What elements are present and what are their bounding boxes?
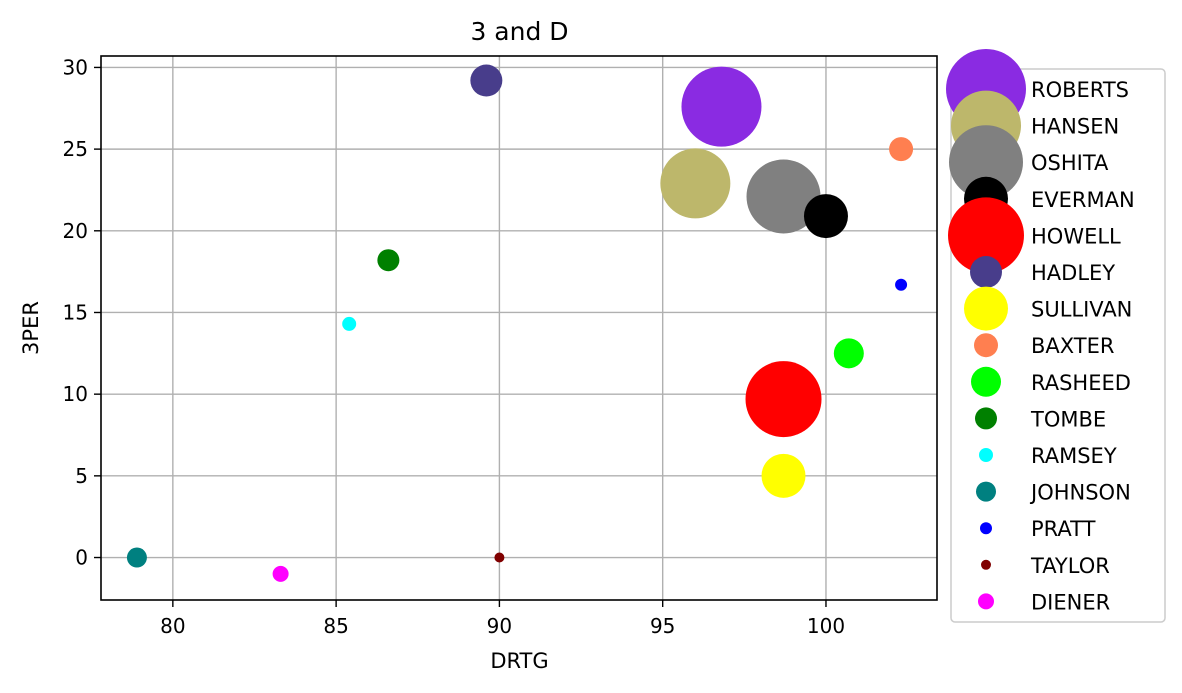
point-taylor [494, 552, 505, 563]
point-pratt [895, 278, 908, 291]
point-baxter [889, 137, 914, 162]
legend-marker-oshita [949, 125, 1023, 200]
legend-label-howell: HOWELL [1031, 224, 1121, 248]
y-tick-label: 10 [63, 382, 88, 406]
point-howell [745, 361, 822, 438]
x-axis-title: DRTG [490, 649, 548, 673]
y-tick-label: 30 [63, 55, 88, 79]
legend-marker-diener [978, 593, 994, 610]
legend-marker-taylor [981, 559, 991, 570]
legend-label-johnson: JOHNSON [1029, 481, 1131, 505]
point-roberts [681, 66, 762, 147]
y-tick-label: 25 [63, 137, 88, 161]
x-tick-label: 90 [487, 614, 512, 638]
data-points [126, 64, 914, 582]
point-ramsey [342, 316, 357, 331]
legend-marker-hadley [970, 256, 1002, 288]
x-tick-label: 80 [160, 614, 185, 638]
legend-label-taylor: TAYLOR [1030, 554, 1110, 578]
point-diener [272, 565, 289, 582]
legend-marker-tombe [975, 407, 997, 430]
y-tick-label: 15 [63, 300, 88, 324]
point-tombe [377, 249, 400, 272]
x-axis-ticks: 80 85 90 95 100 [160, 600, 845, 638]
point-rasheed [833, 338, 864, 369]
legend-label-roberts: ROBERTS [1031, 78, 1129, 102]
legend-label-hadley: HADLEY [1031, 261, 1115, 285]
x-tick-label: 95 [650, 614, 675, 638]
legend-label-pratt: PRATT [1031, 517, 1096, 541]
legend-marker-ramsey [979, 448, 993, 462]
point-hadley [470, 64, 503, 97]
legend-marker-rasheed [971, 366, 1001, 397]
point-johnson [126, 547, 147, 568]
y-tick-label: 5 [75, 464, 88, 488]
legend: ROBERTS HANSEN OSHITA EVERMAN HOWELL HADLEY SU… [946, 49, 1166, 623]
x-tick-label: 100 [807, 614, 845, 638]
point-sullivan [761, 453, 806, 498]
legend-label-tombe: TOMBE [1030, 407, 1106, 431]
legend-marker-pratt [980, 522, 992, 535]
legend-marker-howell [948, 197, 1024, 274]
chart-title: 3 and D [470, 17, 568, 46]
legend-label-oshita: OSHITA [1031, 151, 1109, 175]
legend-marker-johnson [976, 481, 996, 502]
point-oshita [746, 159, 821, 234]
y-axis-ticks: 0 5 10 15 20 25 30 [63, 55, 101, 570]
y-tick-label: 0 [75, 546, 88, 570]
legend-label-hansen: HANSEN [1031, 115, 1119, 139]
grid-lines [101, 56, 937, 600]
legend-label-everman: EVERMAN [1031, 188, 1135, 212]
plot-frame [100, 55, 938, 601]
y-axis-title: 3PER [19, 301, 43, 355]
x-tick-label: 85 [323, 614, 348, 638]
legend-label-rasheed: RASHEED [1031, 371, 1131, 395]
legend-marker-sullivan [964, 286, 1008, 331]
legend-label-baxter: BAXTER [1031, 334, 1114, 358]
legend-label-sullivan: SULLIVAN [1031, 298, 1132, 322]
legend-label-diener: DIENER [1031, 590, 1110, 614]
point-hansen [660, 148, 731, 219]
legend-label-ramsey: RAMSEY [1031, 444, 1117, 468]
point-everman [803, 194, 848, 239]
legend-marker-baxter [974, 333, 998, 358]
y-tick-label: 20 [63, 219, 88, 243]
